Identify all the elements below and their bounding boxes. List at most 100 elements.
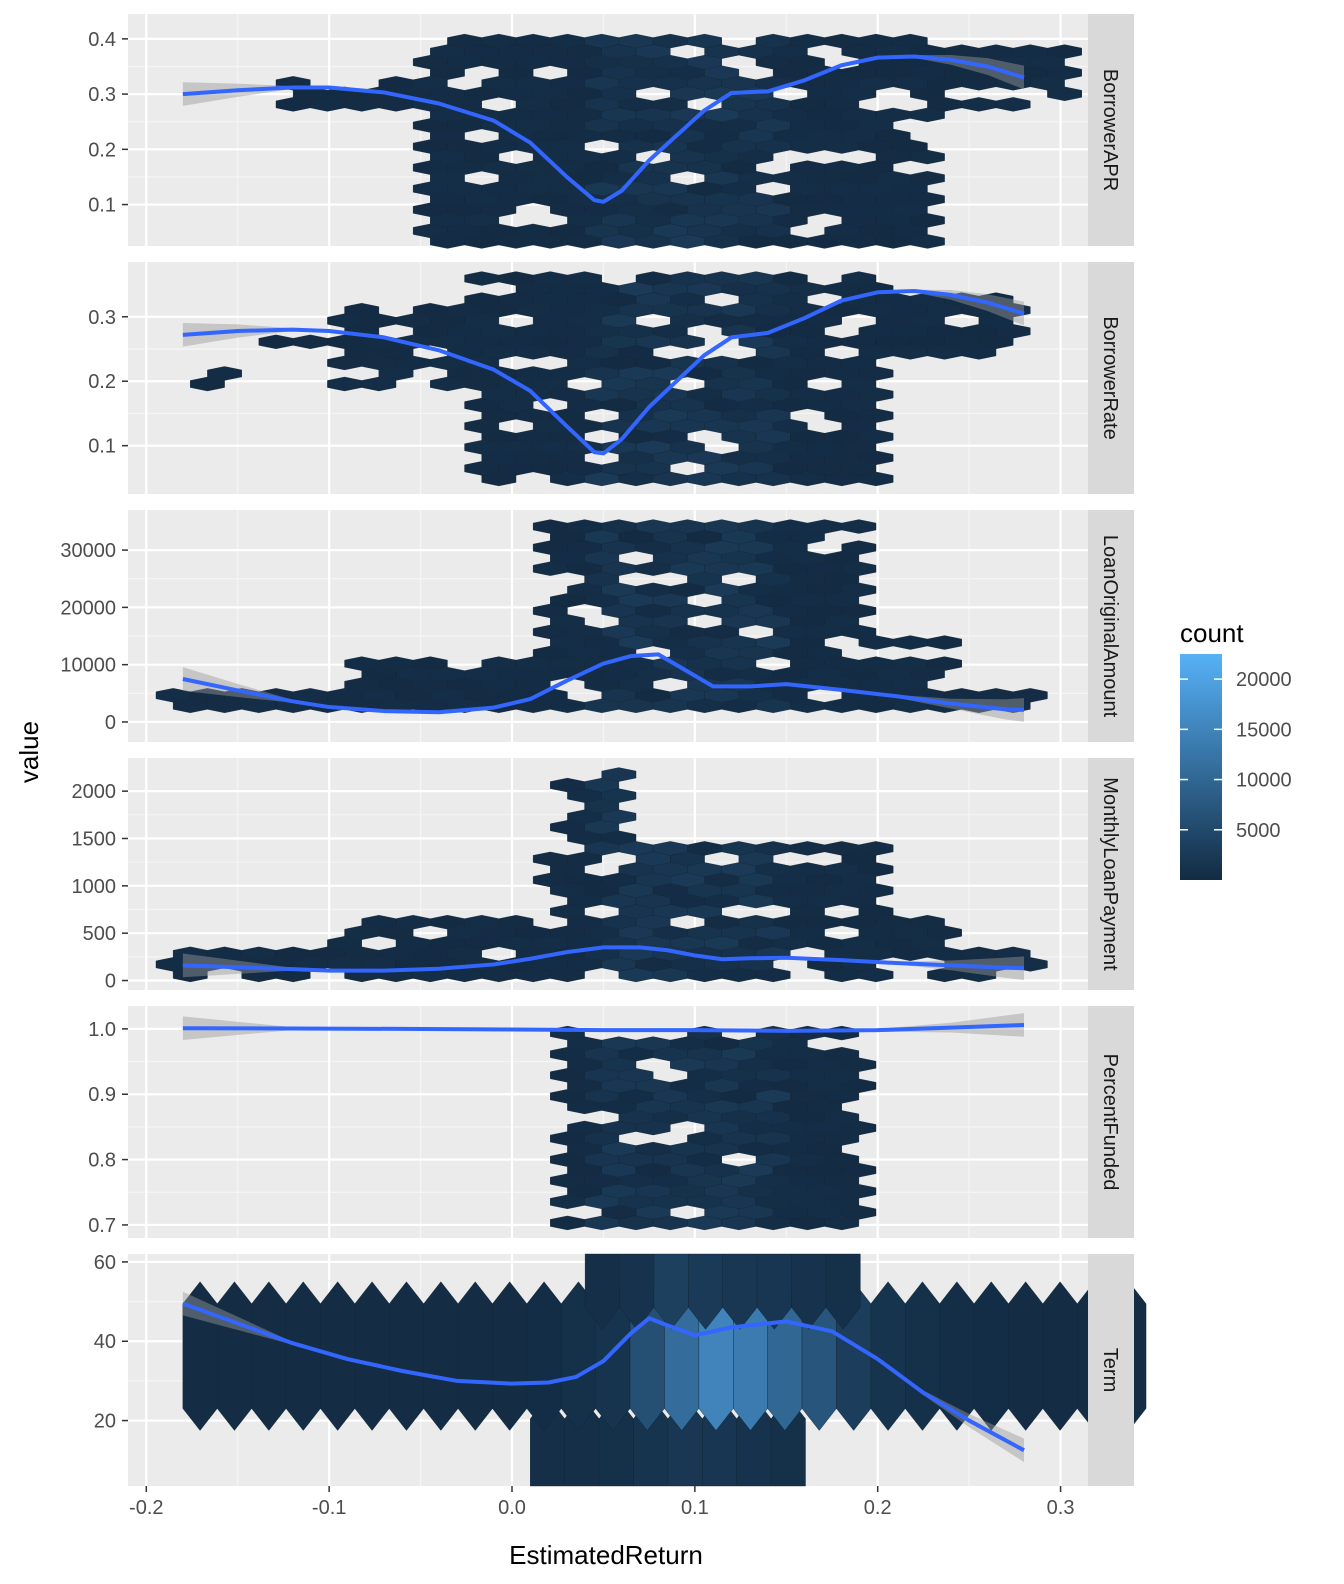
hexbin: [858, 967, 894, 983]
facet-panels: 0.1 0.2 0.3 0.4 BorrowerAPR 0.1 0.2 0.3 Borrower…: [60, 14, 1147, 1487]
hexbin: [905, 1281, 940, 1431]
x-tick-label: -0.1: [312, 1497, 346, 1519]
hexbins: [550, 1025, 877, 1231]
hexbin: [285, 1281, 321, 1431]
hexbin: [1008, 1281, 1044, 1431]
hexbin: [825, 1253, 861, 1330]
hexbin: [858, 471, 894, 487]
hexbin: [1042, 1281, 1078, 1431]
hexbin: [961, 967, 997, 983]
y-tick-label: 60: [94, 1252, 116, 1274]
facet-strip-label: LoanOriginalAmount: [1099, 535, 1121, 718]
facet-MonthlyLoanPayment: 0 500 1000 1500 2000 MonthlyLoanPayment: [72, 758, 1134, 993]
facet-strip: [1088, 758, 1134, 990]
y-tick-label: 0.2: [88, 371, 116, 393]
legend-tick-label: 15000: [1236, 719, 1292, 741]
hexbin: [354, 1281, 390, 1431]
hexbin: [361, 376, 397, 392]
y-tick-label: 2000: [72, 781, 117, 803]
facet-Term: 20 40 60 Term: [94, 1252, 1147, 1487]
y-tick-label: 0: [105, 971, 116, 993]
x-tick-label: 0.1: [681, 1497, 709, 1519]
hexbin: [927, 635, 962, 650]
smooth-line: [182, 945, 1025, 973]
y-tick-label: 0.1: [88, 436, 116, 458]
y-tick-label: 0.1: [88, 195, 116, 217]
facet-strip-label: BorrowerRate: [1099, 316, 1121, 439]
facet-strip: [1088, 1254, 1134, 1486]
facet-BorrowerRate: 0.1 0.2 0.3 BorrowerRate: [88, 262, 1134, 494]
hexbin: [841, 519, 877, 534]
hexbin: [481, 471, 517, 487]
hexbin: [755, 967, 791, 983]
x-tick-label: 0.0: [498, 1497, 526, 1519]
y-tick-label: 20000: [60, 597, 116, 619]
hexbin: [995, 97, 1031, 112]
hexbin: [217, 1281, 252, 1431]
smooth-line: [182, 289, 1025, 456]
facet-strip: [1088, 1006, 1134, 1238]
y-tick-label: 0.8: [88, 1150, 116, 1172]
y-tick-label: 0.9: [88, 1084, 116, 1106]
color-legend: count 5000 10000 15000 20000: [1180, 618, 1292, 880]
hexbin: [910, 149, 945, 165]
smooth-line: [182, 1022, 1025, 1033]
x-tick-label: 0.2: [864, 1497, 892, 1519]
x-tick-label: 0.3: [1047, 1497, 1075, 1519]
y-tick-label: 30000: [60, 540, 116, 562]
y-tick-label: 500: [83, 923, 116, 945]
legend-tick-label: 10000: [1236, 770, 1292, 792]
y-tick-label: 1.0: [88, 1019, 116, 1041]
hexbin: [389, 1281, 424, 1431]
hexbins: [190, 271, 1031, 487]
y-tick-label: 10000: [60, 655, 116, 677]
facet-PercentFunded: 0.7 0.8 0.9 1.0 PercentFunded: [88, 1006, 1134, 1238]
facet-strip: [1088, 262, 1134, 494]
facet-strip-label: BorrowerAPR: [1099, 69, 1121, 191]
x-axis-title: EstimatedReturn: [509, 1540, 703, 1570]
hexbin: [910, 234, 945, 249]
y-tick-label: 0.3: [88, 307, 116, 329]
y-tick-label: 40: [94, 1331, 116, 1353]
legend-colorbar: [1180, 654, 1222, 880]
y-tick-label: 0.4: [88, 29, 116, 51]
y-tick-label: 0: [105, 712, 116, 734]
y-tick-label: 0.3: [88, 84, 116, 106]
x-axis: -0.2 -0.1 0.0 0.1 0.2 0.3: [129, 1486, 1074, 1519]
y-tick-label: 20: [94, 1411, 116, 1433]
hexbins: [155, 519, 1048, 713]
y-tick-label: 1500: [72, 828, 117, 850]
legend-title: count: [1180, 618, 1244, 648]
legend-tick-label: 20000: [1236, 669, 1292, 691]
hexbin: [670, 334, 705, 349]
smooth-line: [182, 54, 1025, 204]
x-tick-label: -0.2: [129, 1497, 163, 1519]
hexbin: [423, 1281, 459, 1431]
facet-LoanOriginalAmount: 0 10000 20000 30000 LoanOriginalAmount: [60, 510, 1134, 742]
y-tick-label: 0.7: [88, 1215, 116, 1237]
hexbin: [251, 1281, 287, 1431]
facet-strip: [1088, 510, 1134, 742]
facet-strip-label: PercentFunded: [1099, 1054, 1121, 1191]
y-tick-label: 0.2: [88, 139, 116, 161]
hexbin: [635, 1120, 671, 1136]
smooth-line: [182, 652, 1025, 715]
hexbin: [550, 967, 585, 983]
hexbin: [910, 107, 945, 123]
hexbin: [961, 345, 997, 360]
hexbin: [172, 967, 208, 983]
legend-ticks: 5000 10000 15000 20000: [1180, 669, 1292, 842]
hexbins: [275, 33, 1082, 249]
hexbin: [973, 1281, 1009, 1431]
hexbin: [526, 1281, 562, 1431]
legend-tick-label: 5000: [1236, 820, 1281, 842]
y-axis-title: value: [14, 721, 44, 783]
hexbin: [1047, 86, 1082, 101]
hexbin: [190, 376, 225, 392]
hexbin: [492, 1281, 528, 1431]
hexbin: [824, 1215, 860, 1231]
facet-strip-label: Term: [1099, 1348, 1121, 1392]
smooth-line: [182, 1301, 1025, 1453]
facet-BorrowerAPR: 0.1 0.2 0.3 0.4 BorrowerAPR: [88, 14, 1134, 249]
